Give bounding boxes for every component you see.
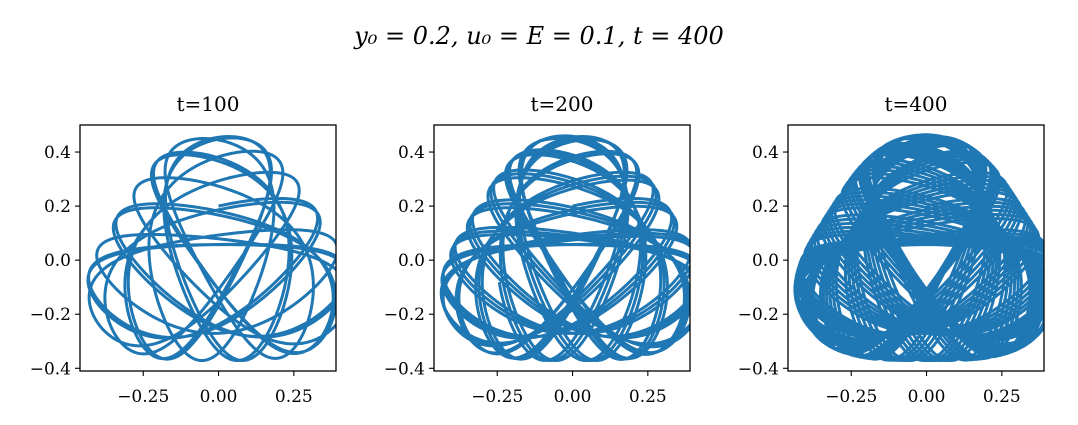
series-line-2 <box>439 134 690 363</box>
subplot-title: t=400 <box>885 92 948 116</box>
x-tick-label: 0.00 <box>554 387 592 407</box>
x-tick-label: 0.00 <box>200 387 238 407</box>
y-tick-label: −0.2 <box>30 305 71 325</box>
x-tick-label: 0.25 <box>275 387 313 407</box>
x-tick-label: 0.00 <box>908 387 946 407</box>
y-tick-label: 0.2 <box>44 197 71 217</box>
x-tick-label: 0.25 <box>629 387 667 407</box>
subplot-title: t=200 <box>531 92 594 116</box>
axes-frame <box>79 124 337 372</box>
x-tick-label: −0.25 <box>117 387 169 407</box>
subplot-1: t=100 −0.25 0.00 0.25 −0.4 −0.2 0.0 0.2 0.4 <box>30 92 337 407</box>
figure-suptitle: y₀ = 0.2, u₀ = E = 0.1, t = 400 <box>354 22 724 50</box>
subplot-2: t=200 −0.25 0.00 0.25 −0.4 −0.2 0.0 0.2 0.4 <box>384 92 691 407</box>
x-tick-label: −0.25 <box>471 387 523 407</box>
series-line-1 <box>86 135 336 363</box>
y-tick-label: 0.4 <box>752 143 779 163</box>
y-tick-label: 0.2 <box>752 197 779 217</box>
subplot-title: t=100 <box>177 92 240 116</box>
y-tick-label: 0.4 <box>44 143 71 163</box>
y-tick-label: −0.2 <box>738 305 779 325</box>
series-line-3 <box>793 133 1044 363</box>
y-tick-label: 0.0 <box>44 251 71 271</box>
axes-frame <box>433 124 691 372</box>
y-tick-label: −0.2 <box>384 305 425 325</box>
y-tick-label: −0.4 <box>738 359 779 379</box>
y-tick-label: −0.4 <box>30 359 71 379</box>
y-tick-label: 0.0 <box>398 251 425 271</box>
y-tick-label: 0.2 <box>398 197 425 217</box>
subplot-3: t=400 −0.25 0.00 0.25 −0.4 −0.2 0.0 0.2 0.4 <box>738 92 1045 407</box>
axes-frame <box>787 124 1045 372</box>
x-tick-label: 0.25 <box>983 387 1021 407</box>
y-tick-label: 0.4 <box>398 143 425 163</box>
y-tick-label: −0.4 <box>384 359 425 379</box>
x-tick-label: −0.25 <box>825 387 877 407</box>
y-tick-label: 0.0 <box>752 251 779 271</box>
